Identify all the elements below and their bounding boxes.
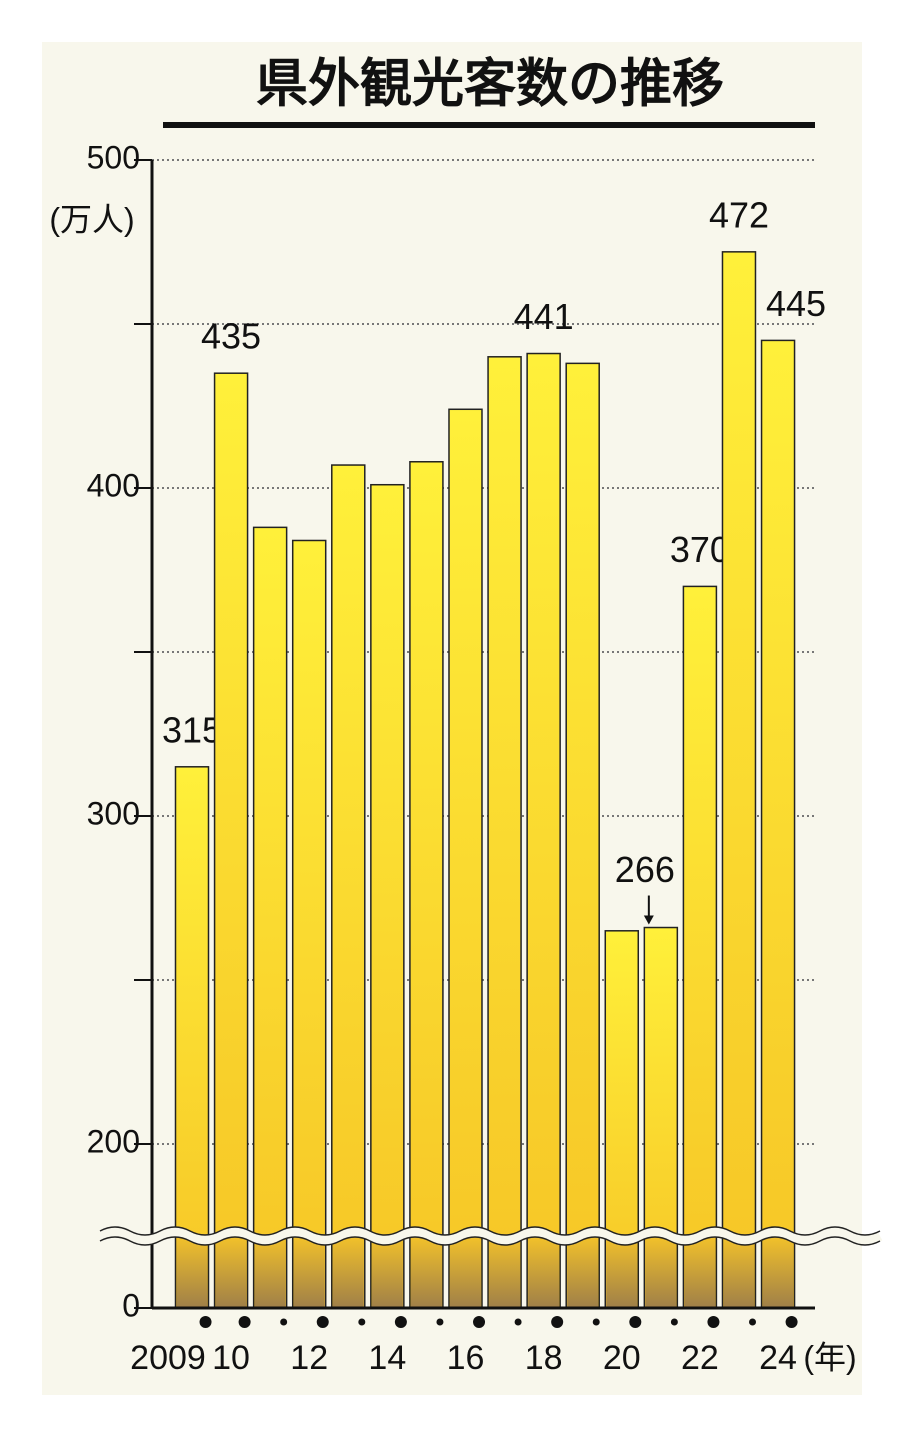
- y-tick-label: 400: [87, 467, 140, 503]
- year-dot: [707, 1316, 720, 1328]
- title-rule: [163, 122, 815, 128]
- value-label: 266: [615, 849, 675, 890]
- x-tick-label: 10: [212, 1339, 250, 1377]
- year-dot: [629, 1316, 642, 1328]
- year-dot: [238, 1316, 251, 1328]
- axis-break-edge: [99, 1236, 881, 1246]
- bar-base: [410, 1236, 442, 1307]
- year-dot: [514, 1318, 522, 1326]
- axis-break-edge: [99, 1226, 881, 1236]
- year-dot: [670, 1318, 678, 1326]
- bar-base: [723, 1236, 755, 1307]
- x-tick-label: 12: [290, 1339, 328, 1377]
- year-dot: [280, 1318, 288, 1326]
- bar-base: [371, 1236, 403, 1307]
- bar: [448, 408, 483, 1309]
- year-dot: [592, 1318, 600, 1326]
- bar: [174, 766, 210, 1309]
- x-tick-label: 16: [447, 1339, 485, 1377]
- bar: [252, 526, 288, 1309]
- year-dot: [358, 1318, 366, 1326]
- bar: [721, 251, 757, 1309]
- x-unit: (年): [803, 1339, 856, 1375]
- y-tick-label: 500: [87, 139, 140, 175]
- year-dot: [785, 1316, 798, 1328]
- bar: [565, 362, 600, 1309]
- bar: [526, 352, 561, 1309]
- y-tick-label: 0: [122, 1287, 140, 1323]
- x-tick-label: 14: [368, 1339, 406, 1377]
- axis-break: [97, 1227, 883, 1245]
- y-tick-label: 300: [87, 795, 140, 831]
- label-arrowhead: [643, 915, 654, 925]
- year-dot: [316, 1316, 329, 1328]
- bar: [213, 372, 249, 1309]
- bar-base: [762, 1236, 794, 1307]
- bar-base: [528, 1236, 560, 1307]
- bar: [370, 483, 405, 1309]
- bar: [487, 356, 522, 1309]
- bar-base: [645, 1236, 677, 1307]
- value-label: 370: [670, 529, 730, 570]
- bar-base: [684, 1236, 716, 1307]
- chart-title: 県外観光客数の推移: [256, 56, 724, 114]
- year-dot: [551, 1316, 564, 1328]
- bar-base: [293, 1236, 325, 1307]
- x-tick-label: 2009: [130, 1339, 206, 1377]
- bar-base: [215, 1236, 247, 1307]
- year-dot: [394, 1316, 407, 1328]
- value-label: 435: [201, 316, 261, 357]
- bar-base: [606, 1236, 638, 1307]
- bar: [291, 539, 327, 1309]
- bar: [682, 585, 718, 1309]
- bar-base: [176, 1236, 208, 1307]
- bar-base: [254, 1236, 286, 1307]
- x-tick-label: 18: [525, 1339, 563, 1377]
- bar-base: [567, 1236, 599, 1307]
- x-tick-label: 22: [681, 1339, 719, 1377]
- year-dot: [436, 1318, 444, 1326]
- bar-base: [449, 1236, 481, 1307]
- year-dot: [473, 1316, 486, 1328]
- y-unit: (万人): [49, 201, 134, 237]
- bar: [409, 461, 444, 1309]
- x-tick-label: 24: [759, 1339, 797, 1377]
- value-label: 445: [766, 283, 826, 324]
- x-tick-label: 20: [603, 1339, 641, 1377]
- bar-base: [332, 1236, 364, 1307]
- value-label: 441: [514, 296, 574, 337]
- value-label: 315: [162, 709, 222, 750]
- y-tick-label: 200: [87, 1123, 140, 1159]
- bar: [760, 339, 796, 1309]
- value-label: 472: [709, 194, 769, 235]
- year-dot: [199, 1316, 212, 1328]
- bar-base: [489, 1236, 521, 1307]
- year-dot: [749, 1318, 757, 1326]
- bar: [331, 464, 366, 1309]
